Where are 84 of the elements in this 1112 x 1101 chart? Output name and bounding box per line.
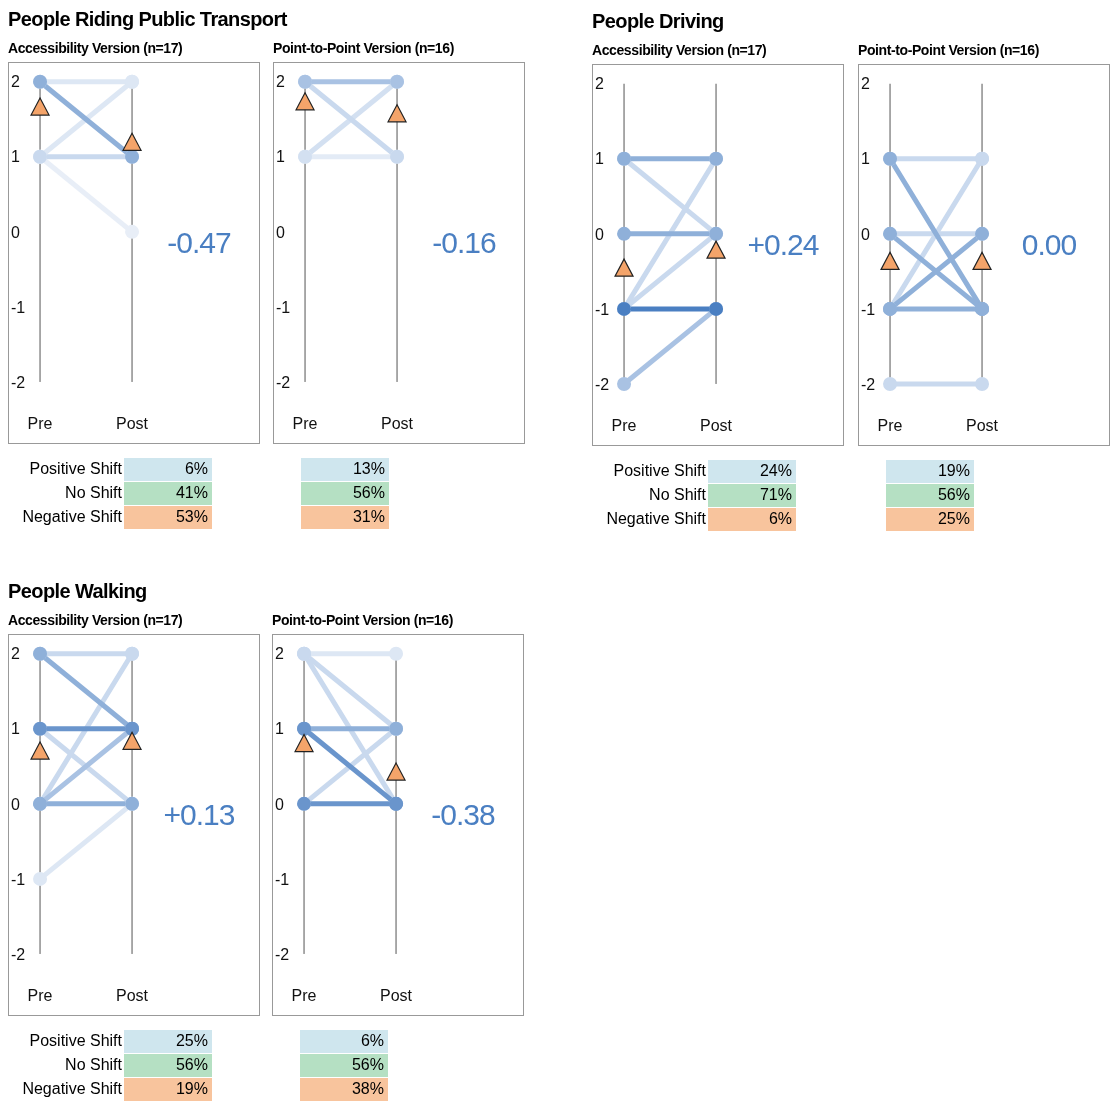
text: 56% [124, 1054, 212, 1077]
y-tick-label: -2 [595, 375, 610, 393]
annotation: -0.16 [431, 226, 497, 260]
y-tick-label: 2 [275, 645, 284, 663]
y-tick-label: 2 [11, 73, 20, 91]
annotation: 0.00 [1020, 228, 1078, 262]
text: Positive Shift [613, 462, 706, 480]
text: 19% [124, 1078, 212, 1101]
text: Negative Shift [606, 510, 706, 528]
text: 6% [708, 508, 796, 531]
text: 13% [301, 458, 389, 481]
text: 6% [300, 1030, 388, 1053]
text: Negative Shift [22, 1080, 122, 1098]
text: No Shift [65, 484, 122, 502]
text: 38% [300, 1078, 388, 1101]
x-tick-label: Post [700, 417, 733, 435]
annotation: -0.38 [430, 798, 496, 832]
y-tick-label: -1 [276, 298, 291, 316]
annotation: +0.24 [746, 228, 820, 262]
chart-title: People Riding Public Transport [8, 8, 287, 32]
annotation: +0.13 [162, 798, 236, 832]
y-tick-label: -1 [861, 300, 876, 318]
text: 41% [124, 482, 212, 505]
y-tick-label: 1 [11, 148, 20, 166]
x-tick-label: Post [380, 987, 413, 1005]
y-tick-label: 2 [861, 75, 870, 93]
y-tick-label: 1 [275, 720, 284, 738]
chart-title: People Walking [8, 580, 148, 604]
text: 53% [124, 506, 212, 529]
text: 25% [124, 1030, 212, 1053]
y-tick-label: 2 [11, 645, 20, 663]
x-tick-label: Post [966, 417, 999, 435]
x-tick-label: Pre [27, 987, 53, 1005]
chart-subtitle: Accessibility Version (n=17) [8, 612, 184, 630]
chart-subtitle: Point-to-Point Version (n=16) [272, 612, 454, 630]
x-tick-label: Pre [611, 417, 637, 435]
annotation: -0.47 [166, 226, 232, 260]
text: 24% [708, 460, 796, 483]
y-tick-label: 2 [276, 73, 285, 91]
chart-title: People Driving [592, 10, 725, 34]
text: Positive Shift [29, 1032, 122, 1050]
y-tick-label: -1 [595, 300, 610, 318]
y-tick-label: 2 [595, 75, 604, 93]
x-tick-label: Pre [27, 415, 53, 433]
y-tick-label: 1 [595, 150, 604, 168]
text: 56% [300, 1054, 388, 1077]
y-tick-label: -1 [275, 870, 290, 888]
x-tick-label: Pre [877, 417, 903, 435]
x-tick-label: Post [381, 415, 414, 433]
y-tick-label: -2 [11, 373, 26, 391]
y-tick-label: 1 [11, 720, 20, 738]
y-tick-label: 1 [276, 148, 285, 166]
chart-subtitle: Accessibility Version (n=17) [592, 42, 768, 60]
text: Negative Shift [22, 508, 122, 526]
text: 71% [708, 484, 796, 507]
text: 56% [886, 484, 974, 507]
chart-subtitle: Accessibility Version (n=17) [8, 40, 184, 58]
y-tick-label: -2 [275, 945, 290, 963]
text: No Shift [649, 486, 706, 504]
y-tick-label: 1 [861, 150, 870, 168]
y-tick-label: -2 [11, 945, 26, 963]
x-tick-label: Post [116, 415, 149, 433]
chart-subtitle: Point-to-Point Version (n=16) [273, 40, 455, 58]
y-tick-label: 0 [11, 223, 20, 241]
y-tick-label: -2 [861, 375, 876, 393]
chart-subtitle: Point-to-Point Version (n=16) [858, 42, 1040, 60]
y-tick-label: 0 [276, 223, 285, 241]
y-tick-label: 0 [861, 225, 870, 243]
x-tick-label: Pre [291, 987, 317, 1005]
y-tick-label: 0 [11, 795, 20, 813]
y-tick-label: 0 [595, 225, 604, 243]
text: 19% [886, 460, 974, 483]
y-tick-label: 0 [275, 795, 284, 813]
y-tick-label: -1 [11, 298, 26, 316]
text: 6% [124, 458, 212, 481]
text: 56% [301, 482, 389, 505]
y-tick-label: -1 [11, 870, 26, 888]
text: 25% [886, 508, 974, 531]
text: Positive Shift [29, 460, 122, 478]
y-tick-label: -2 [276, 373, 291, 391]
x-tick-label: Pre [292, 415, 318, 433]
text: No Shift [65, 1056, 122, 1074]
x-tick-label: Post [116, 987, 149, 1005]
text: 31% [301, 506, 389, 529]
